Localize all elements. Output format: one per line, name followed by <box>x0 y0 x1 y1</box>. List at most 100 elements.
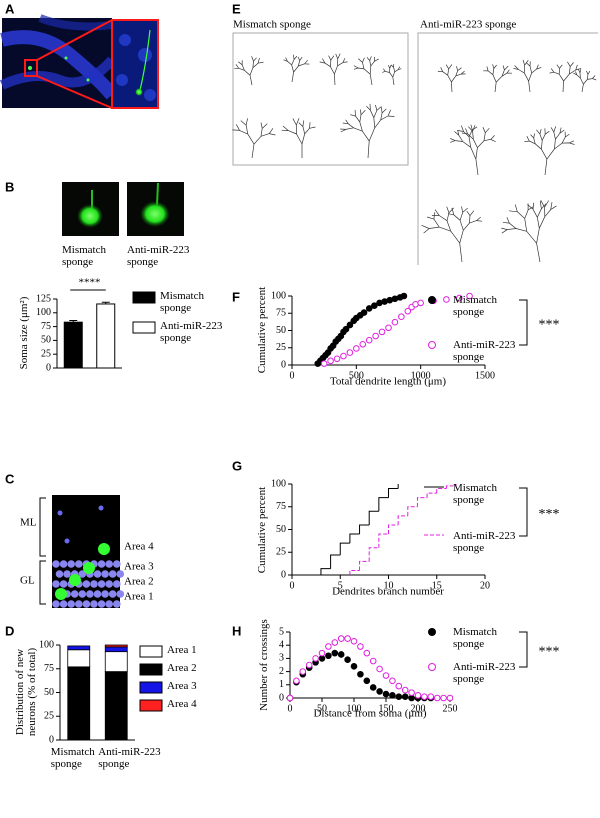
y-tick-label: 75 <box>276 308 286 319</box>
x-tick-label: 10 <box>384 580 394 591</box>
data-point <box>389 677 396 685</box>
step-segment <box>349 533 360 544</box>
data-point <box>293 677 300 685</box>
step-segment <box>378 497 389 512</box>
data-point <box>369 657 377 665</box>
data-point <box>378 328 386 336</box>
legend-label: Area 4 <box>167 698 197 710</box>
data-point <box>382 690 390 698</box>
x-tick-label: Mismatch sponge <box>50 746 95 770</box>
neuron-tracing <box>513 59 542 93</box>
x-axis-label: Dendrites branch number <box>332 586 444 598</box>
legend-marker <box>428 663 436 671</box>
panel-label: B <box>5 179 14 194</box>
data-point <box>325 652 332 660</box>
data-point <box>346 349 354 356</box>
cell-dot <box>59 560 68 568</box>
y-tick-label: 0 <box>49 734 54 745</box>
cell-dot <box>90 580 98 588</box>
data-point <box>333 355 341 363</box>
y-tick-label: 25 <box>41 348 51 359</box>
bar <box>63 321 83 369</box>
step-segment <box>359 524 370 535</box>
data-point <box>371 302 378 309</box>
x-tick-label: Anti-miR-223 sponge <box>98 746 161 770</box>
legend-marker <box>428 296 436 304</box>
legend-label: Mismatch sponge <box>453 482 497 506</box>
legend-label: Anti-miR-223 sponge <box>160 320 223 344</box>
data-point <box>312 655 319 662</box>
cell-dot <box>70 590 79 598</box>
y-tick-label: 125 <box>36 293 51 304</box>
bar-segment <box>104 671 128 741</box>
tracing-frame <box>232 32 409 166</box>
panel-label: C <box>5 471 15 486</box>
y-tick-label: 75 <box>276 501 286 512</box>
legend-label: Area 3 <box>167 680 197 692</box>
data-point <box>395 693 403 700</box>
significance-bracket <box>519 487 528 537</box>
cell-dot <box>108 570 117 578</box>
y-axis-label: Distribution of new neurons (% of total) <box>14 647 38 737</box>
cell-dot <box>82 600 91 608</box>
group-title: Anti-miR-223 sponge <box>420 19 516 31</box>
y-tick-label: 50 <box>44 687 54 698</box>
step-segment <box>378 533 389 548</box>
legend-swatch <box>139 663 163 676</box>
cell-dot <box>105 560 113 568</box>
cell-dot <box>97 600 106 608</box>
neuron-tracings <box>232 53 597 263</box>
cell-dot <box>116 590 125 598</box>
x-tick-label: 1500 <box>475 370 495 381</box>
data-point <box>305 661 313 669</box>
data-point <box>401 686 409 694</box>
data-point <box>344 635 351 642</box>
data-point <box>440 694 447 702</box>
data-point <box>395 682 403 690</box>
data-point <box>331 639 339 646</box>
cell-dot <box>105 580 113 588</box>
x-tick-label: 150 <box>379 703 394 714</box>
step-segment <box>445 485 457 489</box>
step-segment <box>436 488 447 494</box>
step-segment <box>349 569 360 575</box>
data-point <box>340 352 347 360</box>
layer-label: GL <box>20 575 35 587</box>
bar-segment <box>67 649 91 668</box>
y-axis-label: Soma size (μm²) <box>18 296 30 370</box>
layer-label: ML <box>20 517 37 529</box>
cell-dot <box>93 570 102 578</box>
step-segment <box>330 554 341 569</box>
cell-dot <box>52 600 60 608</box>
data-point <box>404 307 412 315</box>
image-caption: Mismatch sponge <box>62 244 106 268</box>
x-tick-label: 500 <box>349 370 364 381</box>
data-point <box>427 693 435 700</box>
data-point <box>408 689 415 697</box>
cell-dot <box>108 590 117 598</box>
data-point <box>327 357 334 365</box>
y-tick-label: 25 <box>44 711 54 722</box>
bar-segment <box>104 646 128 653</box>
significance-bracket <box>519 631 528 668</box>
y-tick-label: 0 <box>281 359 286 370</box>
data-point <box>382 672 390 679</box>
neuron-tracing <box>340 103 395 159</box>
x-tick-label: 100 <box>347 703 362 714</box>
data-point <box>401 693 409 700</box>
data-point <box>433 694 441 702</box>
data-point <box>365 336 373 344</box>
panel-label: D <box>5 623 14 638</box>
data-point <box>372 332 379 340</box>
data-point <box>357 643 364 650</box>
layer-diagram <box>39 495 125 608</box>
step-segment <box>359 560 370 571</box>
data-point <box>320 360 328 367</box>
legend-marker <box>428 628 436 636</box>
step-segment <box>368 510 379 525</box>
neuron-tracing <box>234 56 264 86</box>
y-tick-label: 100 <box>271 290 286 301</box>
data-point <box>398 313 405 321</box>
data-point <box>385 324 392 332</box>
x-tick-label: 0 <box>290 370 295 381</box>
